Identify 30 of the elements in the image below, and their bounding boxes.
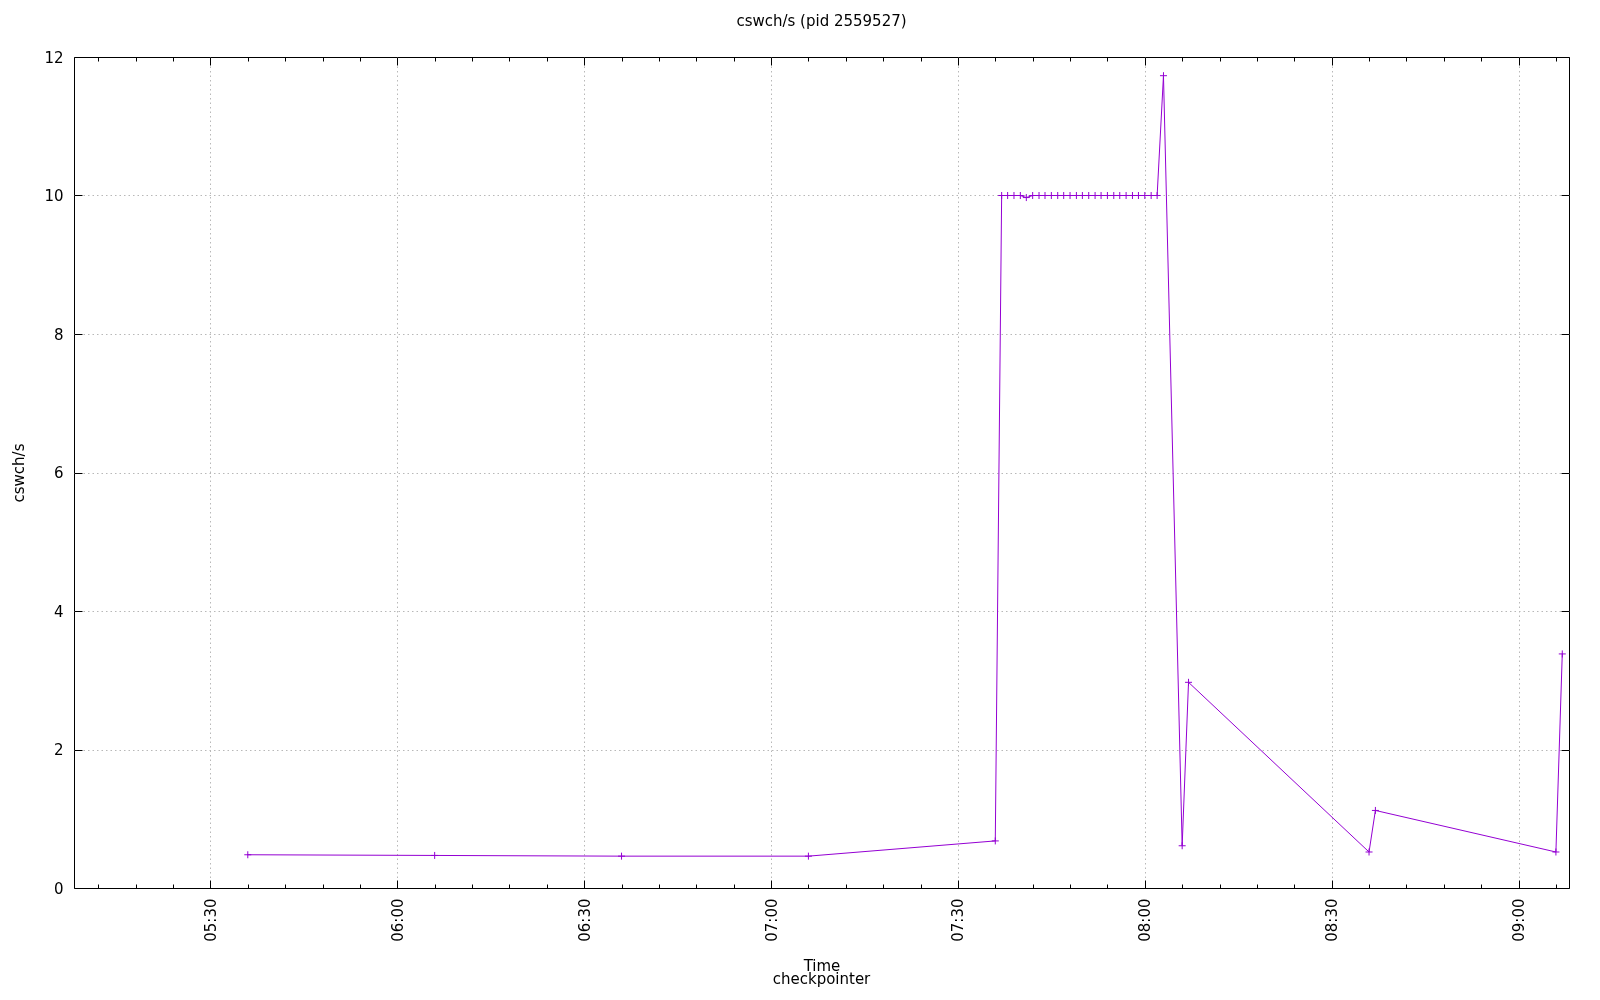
y-tick-label: 4 bbox=[53, 602, 64, 621]
chart-title: cswch/s (pid 2559527) bbox=[736, 12, 907, 30]
y-tick-label: 12 bbox=[44, 48, 64, 67]
y-tick-label: 8 bbox=[53, 325, 64, 344]
x-tick-label: 06:30 bbox=[575, 898, 594, 942]
x-tick-label: 08:00 bbox=[1136, 898, 1155, 942]
y-axis-title: cswch/s bbox=[9, 443, 28, 503]
point bbox=[1184, 678, 1193, 687]
point bbox=[430, 851, 439, 860]
x-tick-label: 08:30 bbox=[1323, 898, 1342, 942]
x-tick-label: 05:30 bbox=[201, 898, 220, 942]
text: checkpointer bbox=[772, 970, 872, 988]
point bbox=[617, 852, 626, 861]
y-tick-label: 10 bbox=[44, 187, 64, 205]
x-tick-label: 07:30 bbox=[949, 898, 968, 942]
point bbox=[1178, 841, 1187, 850]
point bbox=[1551, 847, 1560, 856]
point bbox=[1558, 649, 1567, 658]
point bbox=[804, 852, 813, 861]
point bbox=[1371, 806, 1380, 815]
y-tick-label: 2 bbox=[53, 741, 64, 759]
point bbox=[991, 836, 1000, 845]
point bbox=[243, 850, 252, 859]
point bbox=[1365, 847, 1374, 856]
x-tick-label: 06:00 bbox=[388, 898, 407, 942]
x-tick-label: 09:00 bbox=[1510, 898, 1529, 942]
y-tick-label: 6 bbox=[53, 464, 64, 482]
point bbox=[1159, 71, 1168, 80]
x-tick-label: 07:00 bbox=[762, 898, 781, 942]
y-tick-label: 0 bbox=[53, 879, 64, 898]
